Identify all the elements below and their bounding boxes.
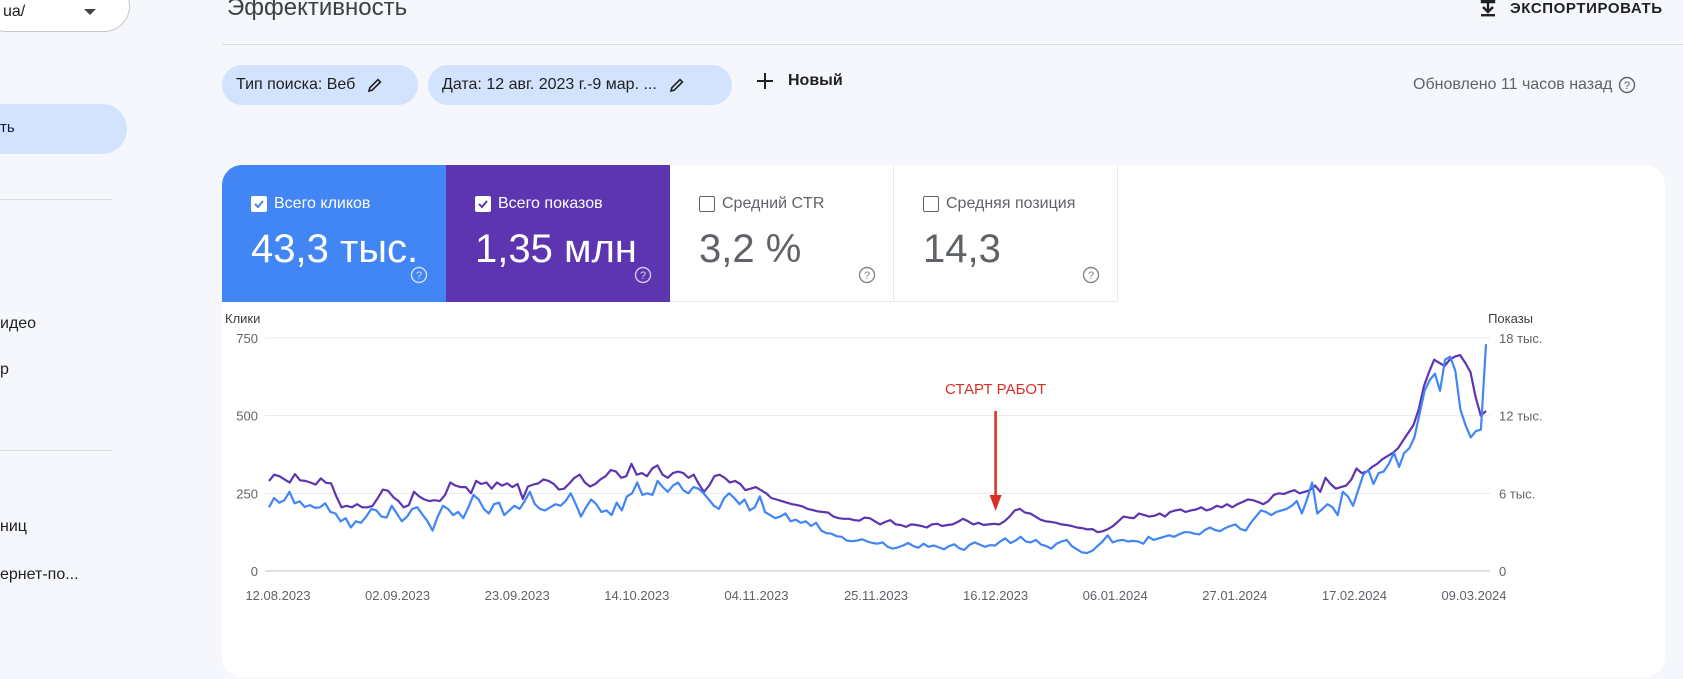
x-tick-label: 16.12.2023 bbox=[963, 588, 1028, 603]
metric-label: Всего кликов bbox=[274, 195, 371, 212]
property-selector[interactable]: ua/ bbox=[0, 0, 130, 32]
metric-average-position[interactable]: Средняя позиция 14,3 ? bbox=[894, 165, 1118, 302]
x-tick-label: 14.10.2023 bbox=[604, 588, 669, 603]
metric-total-clicks[interactable]: Всего кликов 43,3 тыс. ? bbox=[222, 165, 446, 302]
sidebar-divider bbox=[0, 450, 112, 451]
header-divider bbox=[222, 44, 1683, 45]
metric-label: Средняя позиция bbox=[946, 195, 1076, 212]
plus-icon bbox=[757, 73, 773, 89]
series-line-clicks bbox=[268, 344, 1488, 555]
export-button[interactable]: ЭКСПОРТИРОВАТЬ bbox=[1478, 0, 1663, 18]
checkbox-unchecked-icon[interactable] bbox=[699, 196, 715, 212]
right-tick-label: 0 bbox=[1499, 564, 1506, 579]
left-tick-label: 250 bbox=[236, 486, 258, 501]
left-tick-label: 0 bbox=[251, 564, 258, 579]
pencil-icon bbox=[669, 78, 684, 93]
new-filter-label: Новый bbox=[788, 72, 843, 89]
svg-text:?: ? bbox=[640, 270, 646, 282]
help-icon[interactable]: ? bbox=[1082, 266, 1100, 284]
right-tick-label: 6 тыс. bbox=[1499, 486, 1535, 501]
x-tick-label: 02.09.2023 bbox=[365, 588, 430, 603]
help-icon[interactable]: ? bbox=[410, 266, 428, 284]
checkbox-checked-icon[interactable] bbox=[251, 196, 267, 212]
performance-card: Всего кликов 43,3 тыс. ? Всего показов 1… bbox=[222, 165, 1665, 677]
sidebar-item-performance[interactable]: ть bbox=[0, 104, 127, 154]
performance-chart: 750 18 тыс. 500 12 тыс. 250 6 тыс. 0 0 Клики Пока… bbox=[225, 311, 1542, 603]
x-tick-label: 06.01.2024 bbox=[1083, 588, 1148, 603]
metric-total-impressions[interactable]: Всего показов 1,35 млн ? bbox=[446, 165, 670, 302]
x-tick-label: 25.11.2023 bbox=[844, 588, 908, 603]
left-axis-label: Клики bbox=[225, 311, 260, 326]
search-type-label: Тип поиска: Веб bbox=[236, 76, 356, 93]
annotation-arrow-head bbox=[989, 495, 1002, 511]
svg-text:?: ? bbox=[416, 270, 422, 282]
pencil-icon bbox=[368, 78, 382, 93]
sidebar-item-video[interactable]: идео bbox=[0, 315, 37, 332]
metric-label: Всего показов bbox=[498, 195, 603, 212]
property-name: ua/ bbox=[3, 3, 26, 20]
last-updated: Обновлено 11 часов назад ? bbox=[1413, 76, 1636, 94]
svg-text:?: ? bbox=[864, 270, 870, 282]
page-title: Эффективность bbox=[227, 0, 408, 21]
x-tick-label: 23.09.2023 bbox=[485, 588, 550, 603]
sidebar: ua/ ть идео р ниц ернет-по... bbox=[0, 0, 130, 679]
sidebar-item-pages[interactable]: ниц bbox=[0, 518, 27, 535]
sidebar-divider bbox=[0, 199, 112, 200]
metric-average-ctr[interactable]: Средний CTR 3,2 % ? bbox=[670, 165, 894, 302]
help-icon[interactable]: ? bbox=[634, 266, 652, 284]
chevron-down-icon[interactable] bbox=[84, 9, 96, 15]
new-filter-button[interactable]: Новый bbox=[756, 72, 843, 90]
x-tick-label: 09.03.2024 bbox=[1441, 588, 1506, 603]
metric-value: 3,2 % bbox=[699, 227, 802, 271]
right-axis-label: Показы bbox=[1488, 311, 1533, 326]
x-tick-label: 04.11.2023 bbox=[724, 588, 788, 603]
help-icon[interactable]: ? bbox=[858, 266, 876, 284]
x-tick-label: 12.08.2023 bbox=[245, 588, 310, 603]
download-icon bbox=[1480, 0, 1496, 17]
last-updated-text: Обновлено 11 часов назад bbox=[1413, 76, 1613, 93]
export-label: ЭКСПОРТИРОВАТЬ bbox=[1510, 0, 1663, 17]
sidebar-item-shopping[interactable]: ернет-по... bbox=[0, 566, 79, 583]
x-tick-label: 17.02.2024 bbox=[1322, 588, 1387, 603]
date-range-label: Дата: 12 авг. 2023 г.-9 мар. ... bbox=[442, 76, 657, 93]
left-tick-label: 500 bbox=[236, 409, 258, 424]
date-filter-chip[interactable]: Дата: 12 авг. 2023 г.-9 мар. ... bbox=[428, 65, 732, 105]
metric-label: Средний CTR bbox=[722, 195, 825, 212]
help-icon[interactable]: ? bbox=[1618, 76, 1636, 94]
checkbox-unchecked-icon[interactable] bbox=[923, 196, 939, 212]
metric-value: 43,3 тыс. bbox=[251, 227, 419, 271]
svg-text:?: ? bbox=[1624, 80, 1630, 92]
right-tick-label: 12 тыс. bbox=[1499, 409, 1542, 424]
search-type-filter-chip[interactable]: Тип поиска: Веб bbox=[222, 65, 418, 105]
series-line-impressions bbox=[268, 354, 1487, 534]
checkbox-checked-icon[interactable] bbox=[475, 196, 491, 212]
metric-value: 1,35 млн bbox=[475, 227, 637, 271]
metric-value: 14,3 bbox=[923, 227, 1001, 271]
annotation-label: СТАРТ РАБОТ bbox=[945, 381, 1046, 398]
sidebar-item-r[interactable]: р bbox=[0, 361, 9, 378]
sidebar-item-label: ть bbox=[0, 119, 15, 136]
right-tick-label: 18 тыс. bbox=[1499, 331, 1542, 346]
x-tick-label: 27.01.2024 bbox=[1202, 588, 1267, 603]
left-tick-label: 750 bbox=[236, 331, 258, 346]
svg-text:?: ? bbox=[1088, 270, 1094, 282]
